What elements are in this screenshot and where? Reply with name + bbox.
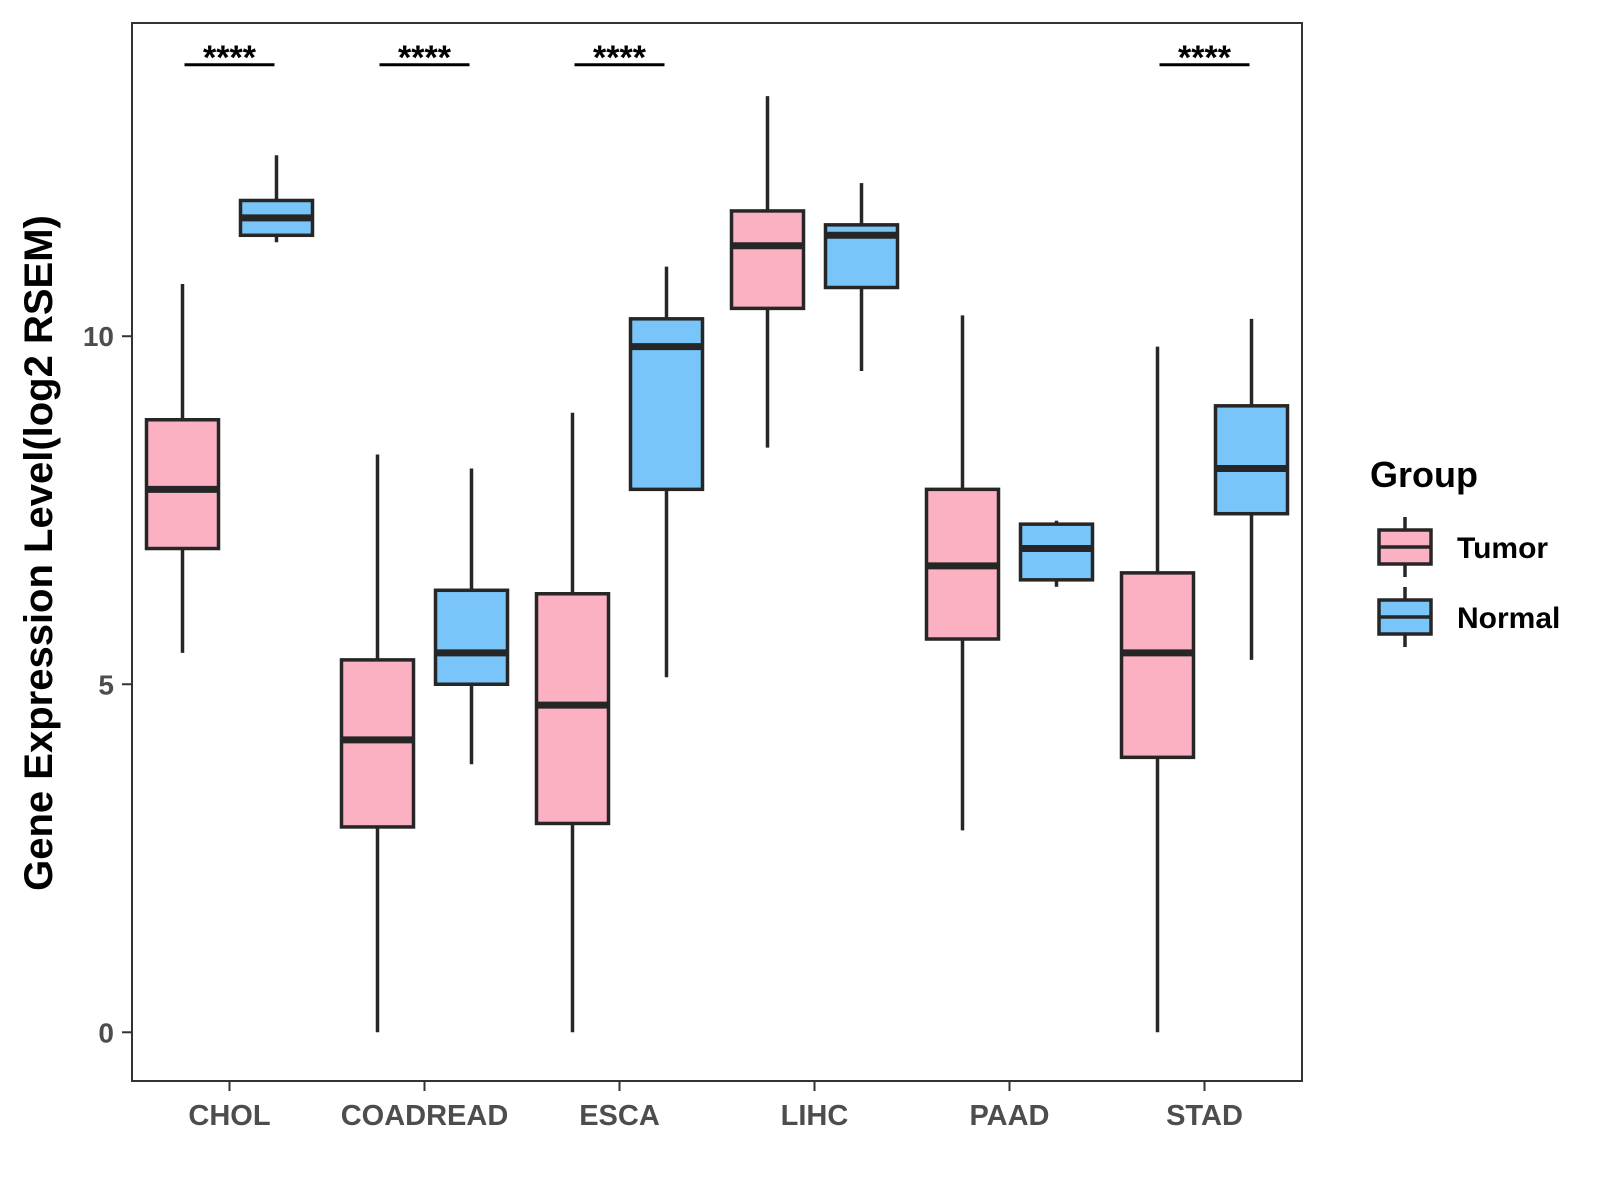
legend-key-tumor [1377, 517, 1433, 577]
legend-label-normal: Normal [1457, 602, 1560, 635]
x-tick-label: CHOL [188, 1100, 270, 1132]
box-normal-chol [238, 155, 315, 243]
legend-label-tumor: Tumor [1457, 532, 1548, 565]
box-tumor-lihc [729, 96, 806, 448]
x-tick-label: COADREAD [341, 1100, 509, 1132]
box-normal-coadread [433, 468, 510, 765]
box-tumor-stad [1119, 346, 1196, 1033]
box-normal-stad [1213, 318, 1290, 660]
axes: 0 5 10 CHOL COADREAD ESCA LIHC PAAD STAD [83, 22, 1303, 1132]
box-normal-esca [628, 266, 705, 678]
significance-label-esca: **** [593, 39, 647, 77]
plot-area: **** **** **** **** [144, 39, 1290, 1033]
box-tumor-esca [534, 412, 611, 1033]
box-body [144, 418, 221, 551]
box-body [1119, 571, 1196, 760]
x-tick-label: STAD [1166, 1100, 1243, 1132]
x-tick-label: LIHC [781, 1100, 849, 1132]
box-tumor-paad [924, 315, 1001, 831]
y-tick-label: 5 [98, 669, 114, 700]
legend-key-normal [1377, 587, 1433, 647]
box-body [433, 588, 510, 686]
box-body [1213, 404, 1290, 516]
significance-label-stad: **** [1178, 39, 1232, 77]
y-tick-label: 0 [98, 1017, 114, 1048]
significance-label-coadread: **** [398, 39, 452, 77]
box-tumor-chol [144, 284, 221, 653]
panel-border [131, 22, 1303, 1082]
box-normal-paad [1018, 520, 1095, 587]
box-body [729, 209, 806, 311]
legend-title: Group [1370, 454, 1478, 495]
x-tick-label: ESCA [579, 1100, 660, 1132]
box-tumor-coadread [339, 454, 416, 1033]
legend: Group Tumor Normal [1370, 454, 1560, 647]
y-tick-label: 10 [83, 321, 114, 352]
y-axis-title: Gene Expression Level(log2 RSEM) [17, 215, 61, 891]
x-tick-label: PAAD [969, 1100, 1049, 1132]
significance-label-chol: **** [203, 39, 257, 77]
box-normal-lihc [823, 183, 900, 372]
